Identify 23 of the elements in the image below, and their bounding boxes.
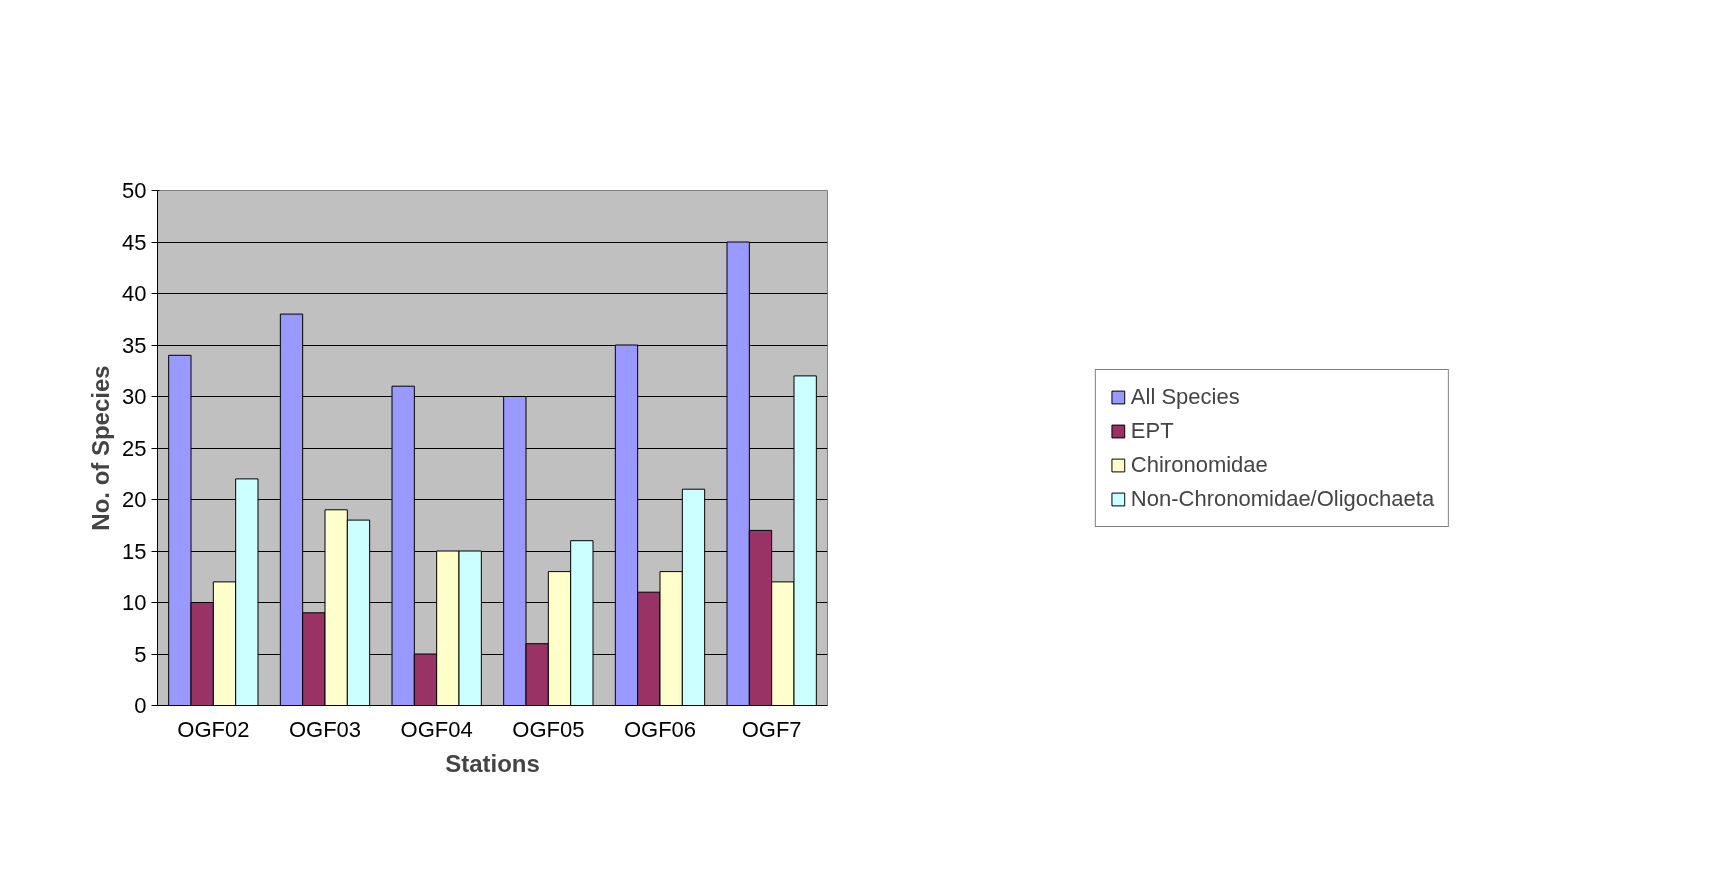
- legend-label: Non-Chronomidae/Oligochaeta: [1130, 485, 1435, 512]
- y-tick-label: 50: [122, 178, 147, 203]
- x-axis-title: Stations: [445, 749, 540, 777]
- y-tick-label: 40: [122, 281, 147, 306]
- y-tick-label: 30: [122, 384, 147, 409]
- y-tick-label: 35: [122, 332, 147, 358]
- y-tick-label: 25: [122, 435, 147, 461]
- legend-label: Chironomidae: [1130, 451, 1268, 478]
- legend-label: EPT: [1130, 417, 1174, 444]
- y-tick-label: 20: [122, 487, 147, 512]
- legend-label: All Species: [1130, 383, 1240, 410]
- y-axis-title: No. of Species: [87, 365, 115, 531]
- y-tick-label: 0: [134, 693, 147, 718]
- y-tick-label: 5: [134, 641, 147, 667]
- x-tick-label: OGF02: [177, 716, 250, 742]
- x-tick-label: OGF05: [512, 716, 585, 742]
- x-tick-label: OGF06: [623, 716, 697, 742]
- x-tick-label: OGF7: [741, 716, 802, 742]
- x-tick-label: OGF04: [400, 716, 473, 742]
- x-tick-label: OGF03: [288, 716, 362, 742]
- y-tick-label: 45: [122, 229, 147, 255]
- y-tick-label: 10: [122, 590, 147, 615]
- y-tick-label: 15: [122, 538, 147, 564]
